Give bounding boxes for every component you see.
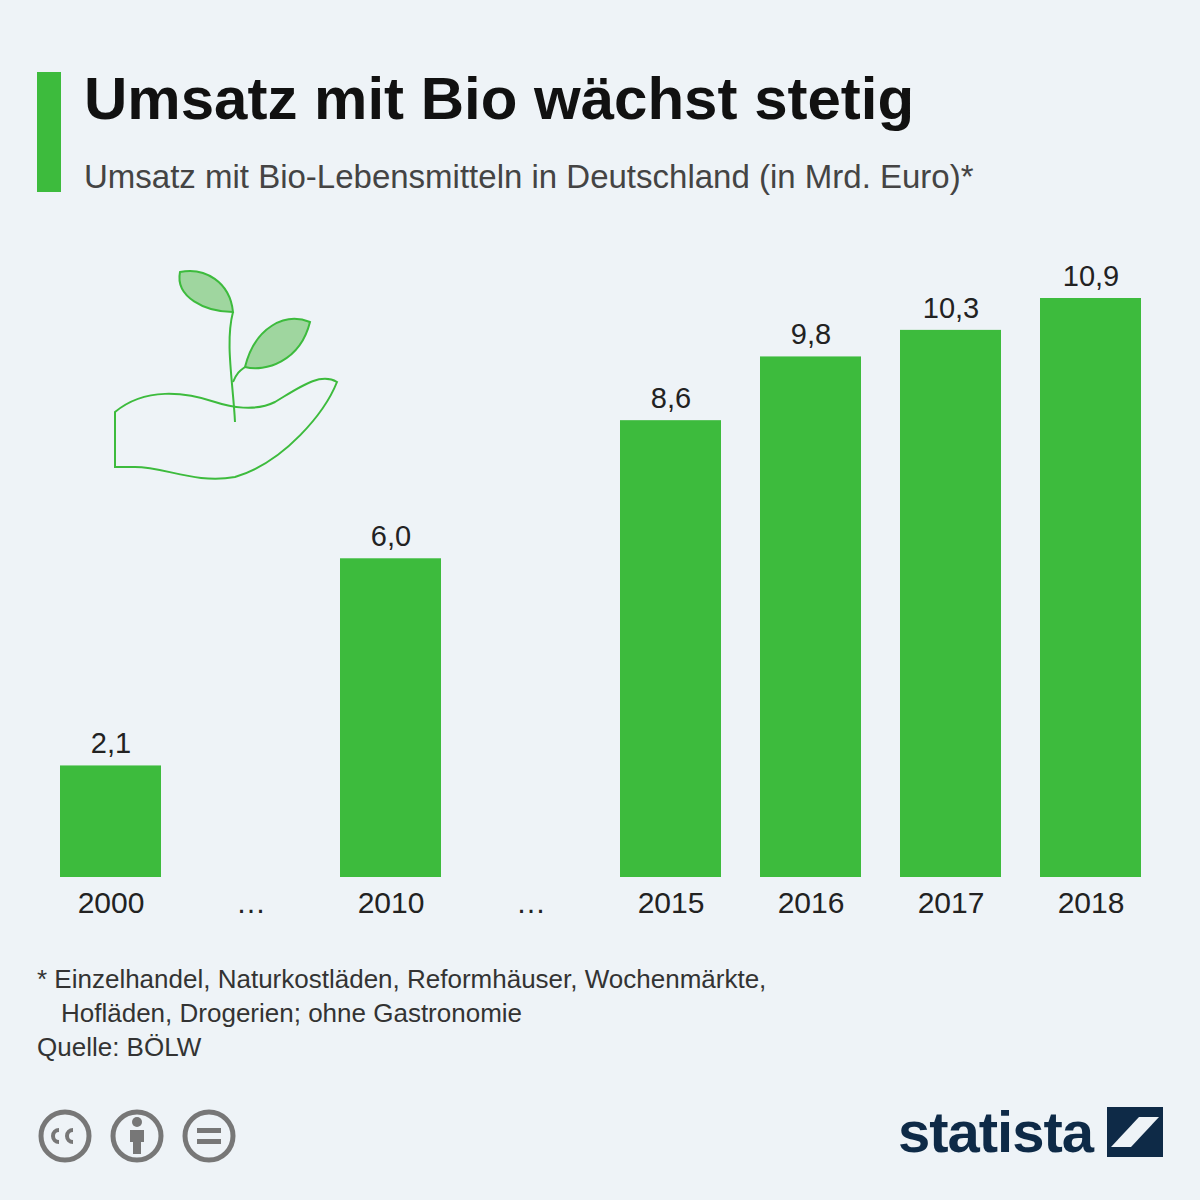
svg-text:8,6: 8,6: [651, 382, 691, 414]
svg-text:2017: 2017: [918, 886, 985, 919]
html-text:Hofläden, Drogerien; ohne Gast: Hofläden, Drogerien; ohne Gastronomie: [61, 998, 522, 1028]
svg-text:6,0: 6,0: [371, 520, 411, 552]
html-text:Umsatz mit Bio wächst stetig: Umsatz mit Bio wächst stetig: [84, 65, 915, 132]
svg-text:9,8: 9,8: [791, 318, 831, 350]
svg-text:…: …: [516, 886, 546, 919]
html-text:statista: statista: [897, 1099, 1093, 1164]
html-text:Quelle: BÖLW: Quelle: BÖLW: [37, 1032, 202, 1062]
svg-text:2,1: 2,1: [91, 727, 131, 759]
svg-text:2000: 2000: [78, 886, 145, 919]
html-text:* Einzelhandel, Naturkostläden: * Einzelhandel, Naturkostläden, Reformhä…: [37, 964, 767, 994]
svg-text:10,3: 10,3: [923, 292, 979, 324]
svg-text:2010: 2010: [358, 886, 425, 919]
svg-text:2015: 2015: [638, 886, 705, 919]
html-text:Umsatz mit Bio-Lebensmitteln i: Umsatz mit Bio-Lebensmitteln in Deutschl…: [84, 158, 974, 195]
svg-text:2018: 2018: [1058, 886, 1125, 919]
svg-text:…: …: [236, 886, 266, 919]
svg-text:10,9: 10,9: [1063, 260, 1119, 292]
svg-text:2016: 2016: [778, 886, 845, 919]
